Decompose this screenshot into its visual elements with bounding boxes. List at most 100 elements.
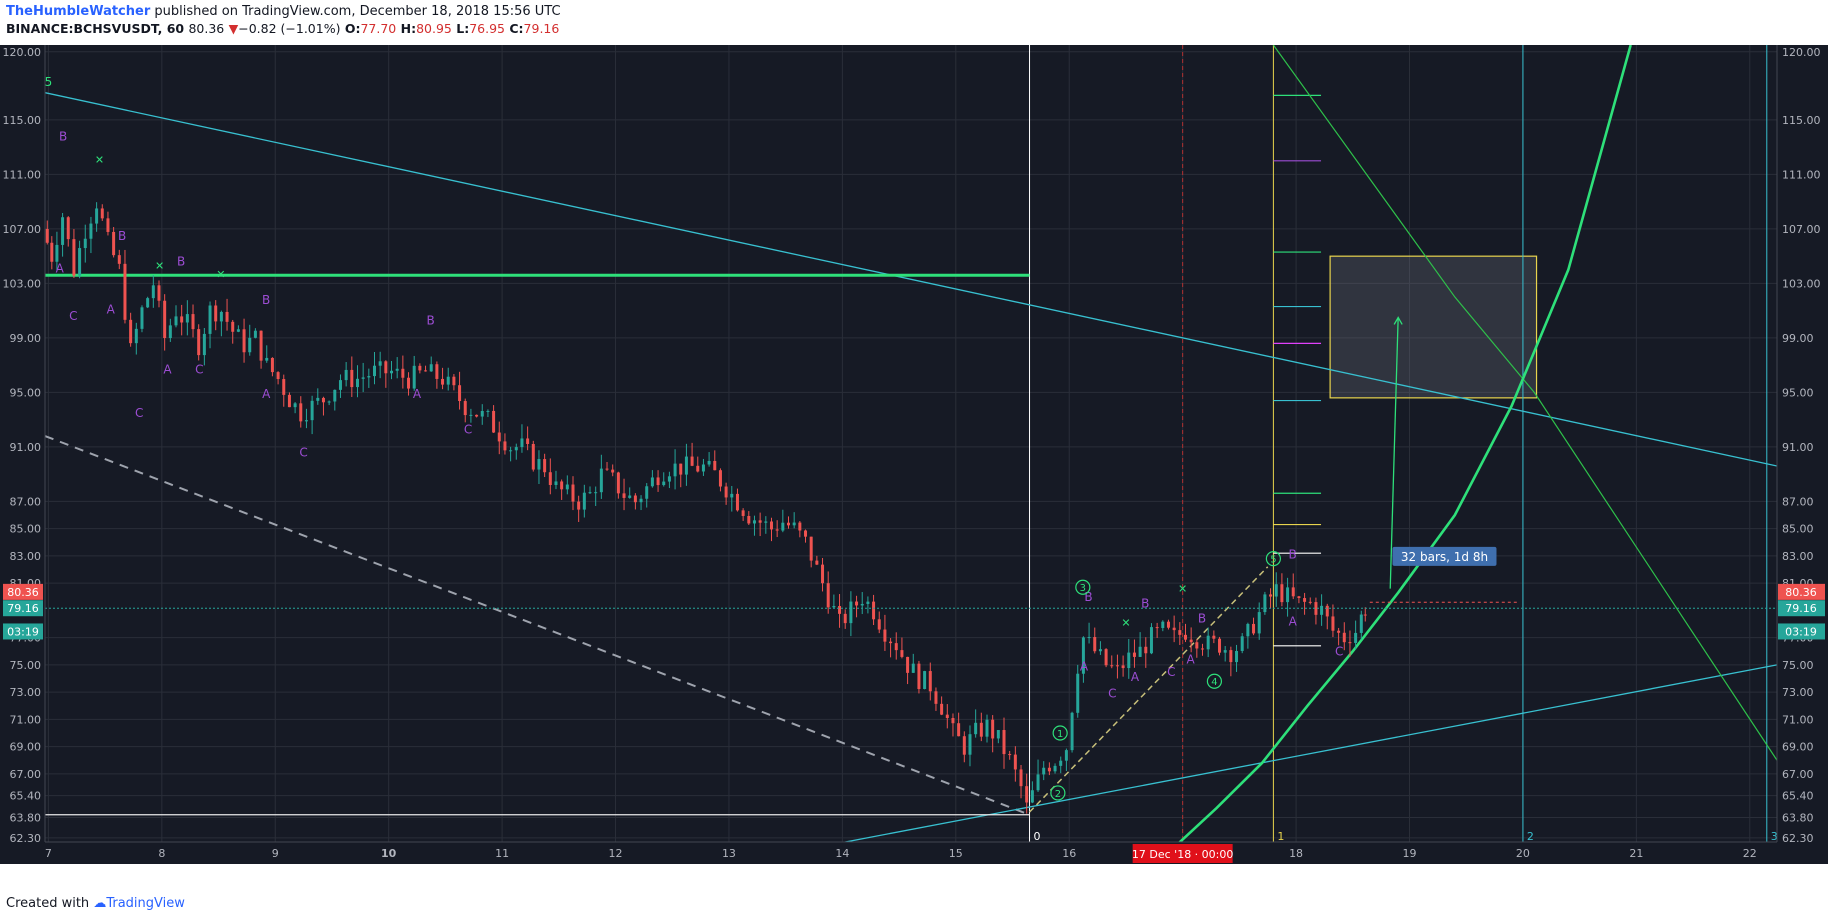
candle-up	[1053, 765, 1057, 772]
candle-down	[1002, 730, 1006, 755]
candle-down	[696, 465, 700, 472]
candle-up	[333, 389, 337, 402]
candle-up	[1206, 635, 1210, 650]
last-price: 80.36	[188, 21, 225, 36]
green-parabolic-curve	[1178, 45, 1632, 842]
candle-up	[265, 357, 269, 361]
candle-down	[1025, 786, 1029, 803]
price-label-box-right	[1778, 583, 1825, 600]
wave-circle	[1050, 785, 1066, 801]
down-arrow-icon: ▼	[228, 21, 239, 36]
candle-up	[248, 337, 252, 353]
candle-up	[151, 285, 155, 299]
x-tick-label: 18	[1289, 847, 1303, 860]
x-tick-label: 16	[1062, 847, 1076, 860]
candle-down	[735, 493, 739, 511]
candle-down	[1093, 637, 1097, 652]
candle-down	[1047, 767, 1051, 772]
candle-down	[259, 330, 263, 361]
vertical-marker-label: 3	[1771, 830, 1778, 843]
author-link[interactable]: TheHumbleWatcher	[6, 4, 151, 19]
target-box	[1329, 255, 1538, 399]
candle-down	[531, 443, 535, 470]
candle-down	[1008, 754, 1012, 756]
low-value: 76.95	[469, 21, 505, 36]
wave-circle-label: 1	[1057, 729, 1063, 740]
candle-up	[1076, 673, 1080, 713]
yellow-dashed-line	[1028, 566, 1269, 813]
x-tick-label: 10	[381, 847, 397, 860]
chart-header: TheHumbleWatcher published on TradingVie…	[0, 0, 1828, 42]
candle-up	[588, 492, 592, 494]
candle-down	[1110, 665, 1114, 667]
close-value: 79.16	[523, 21, 560, 36]
price-label-box-left	[3, 623, 43, 640]
price-chart[interactable]: 32 bars, 1d 8h 5 B A C B A C B A C B A C B A C B A C B A B A C B A…	[0, 42, 1828, 888]
candle-down	[1144, 646, 1148, 654]
candle-up	[974, 722, 978, 735]
candle-down	[724, 486, 728, 498]
candle-up	[514, 447, 518, 451]
candle-down	[1229, 650, 1233, 663]
y-tick-label-left: 75.00	[10, 659, 42, 672]
wave-label: A	[262, 387, 271, 401]
candle-up	[1127, 652, 1131, 669]
y-tick-label-left: 63.80	[10, 811, 42, 824]
candle-down	[1218, 638, 1222, 653]
candle-down	[1115, 665, 1119, 667]
candle-down	[418, 365, 422, 371]
wave-label: C	[195, 362, 203, 376]
wave-label: A	[1131, 670, 1140, 684]
candle-up	[367, 376, 371, 378]
tradingview-logo-icon[interactable]: ☁	[93, 896, 107, 911]
price-label-left: 80.36	[7, 586, 39, 599]
candle-up	[378, 361, 382, 366]
candle-down	[826, 583, 830, 608]
candle-up	[344, 369, 348, 381]
wave-label: C	[135, 406, 143, 420]
candle-up	[985, 719, 989, 737]
candle-down	[787, 522, 791, 526]
x-tick-label: 7	[45, 847, 52, 860]
left-axis-background	[0, 45, 45, 864]
candle-up	[554, 481, 558, 485]
candle-up	[174, 316, 178, 326]
y-tick-label-left: 91.00	[10, 441, 42, 454]
candle-down	[1019, 769, 1023, 787]
candle-up	[95, 208, 99, 224]
candle-up	[1246, 623, 1250, 637]
x-marker-icon: ✕	[155, 260, 164, 273]
y-tick-label-left: 73.00	[10, 686, 42, 699]
y-tick-label-left: 120.00	[3, 46, 42, 59]
candle-down	[1013, 754, 1017, 770]
candle-down	[991, 719, 995, 739]
candle-up	[469, 414, 473, 416]
wave-label: B	[177, 255, 185, 269]
x-tick-label: 8	[158, 847, 165, 860]
y-tick-label-right: 65.40	[1782, 790, 1814, 803]
candle-down	[191, 314, 195, 330]
candle-up	[55, 244, 59, 262]
candle-up	[628, 495, 632, 498]
created-with-label: Created with	[6, 896, 90, 911]
wave-label: B	[59, 129, 67, 143]
candle-down	[713, 460, 717, 471]
candle-up	[1087, 637, 1091, 639]
candle-down	[45, 228, 49, 243]
candle-down	[758, 520, 762, 523]
tradingview-brand[interactable]: TradingView	[106, 896, 185, 911]
candle-down	[299, 403, 303, 422]
candle-down	[435, 364, 439, 379]
wave-label: C	[464, 422, 472, 436]
candle-up	[361, 377, 365, 379]
candle-up	[310, 400, 314, 421]
publish-line: TheHumbleWatcher published on TradingVie…	[6, 4, 561, 19]
candle-up	[594, 492, 598, 494]
candle-up	[707, 460, 711, 465]
candle-up	[520, 438, 524, 448]
wave-label: B	[1289, 548, 1297, 562]
y-tick-label-left: 111.00	[3, 168, 42, 181]
candle-down	[225, 311, 229, 322]
candle-up	[327, 401, 331, 403]
